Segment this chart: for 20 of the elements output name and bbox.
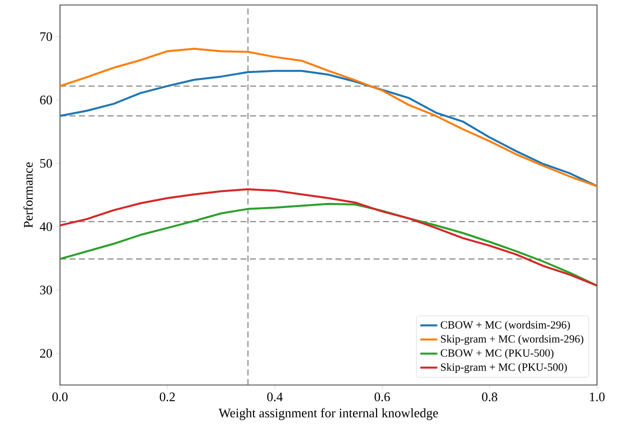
legend-label: Skip-gram + MC (wordsim-296) xyxy=(441,334,584,345)
y-tick-label: 60 xyxy=(40,96,52,104)
x-tick-label: 0.0 xyxy=(52,392,68,402)
y-tick-label: 50 xyxy=(40,158,52,168)
y-axis-title: Performance xyxy=(23,162,33,228)
y-tick-label: 40 xyxy=(40,222,52,232)
x-axis-title: Weight assignment for internal knowledge xyxy=(218,408,438,420)
x-tick-label: 0.6 xyxy=(374,392,390,402)
x-tick-label: 0.4 xyxy=(267,392,283,402)
y-tick-label: 20 xyxy=(40,348,52,358)
x-tick-label: 1.0 xyxy=(590,392,605,402)
y-tick-label: 30 xyxy=(40,286,52,294)
x-tick-label: 0.2 xyxy=(160,392,175,402)
line-series xyxy=(60,48,598,188)
x-tick-label: 0.8 xyxy=(482,392,498,402)
line-series xyxy=(60,70,598,188)
legend-label: Skip-gram + MC (PKU-500) xyxy=(441,363,567,374)
legend-label: CBOW + MC (wordsim-296) xyxy=(440,320,570,331)
legend-label: CBOW + MC (PKU-500) xyxy=(440,349,554,359)
y-tick-label: 70 xyxy=(40,32,52,42)
